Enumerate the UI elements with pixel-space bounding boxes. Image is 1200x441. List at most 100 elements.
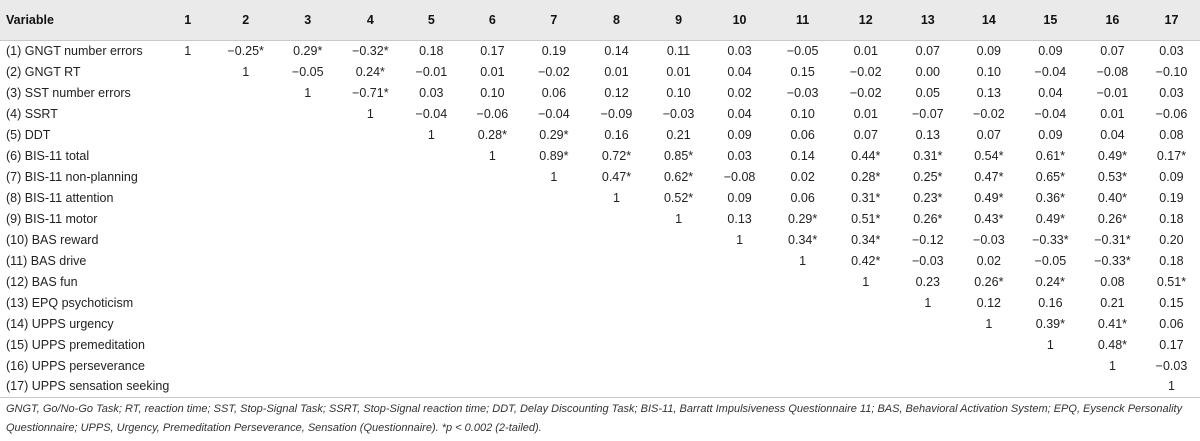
correlation-cell: 0.17 (480, 43, 505, 58)
correlation-cell: 1 (862, 274, 870, 289)
correlation-cell: −0.08 (1096, 64, 1129, 79)
header-col-3: 3 (276, 0, 340, 41)
correlation-cell (649, 292, 709, 313)
correlation-cell (461, 208, 523, 229)
table-row: (9) BIS-11 motor 1 0.13 0.29* 0.51* 0.26* 0.43… (0, 208, 1200, 229)
table-row: (15) UPPS premeditation 1 0.48* 0.17 (0, 334, 1200, 355)
correlation-cell: 0.02 (976, 253, 1001, 268)
correlation-cell (523, 250, 584, 271)
correlation-cell: 0.15 (1159, 295, 1184, 310)
correlation-cell (461, 355, 523, 376)
header-col-14: 14 (958, 0, 1019, 41)
correlation-cell (339, 292, 401, 313)
correlation-cell: 1 (736, 232, 744, 247)
correlation-cell: 0.20 (1159, 232, 1184, 247)
correlation-cell: 0.34* (788, 232, 818, 247)
correlation-cell: 0.24* (355, 64, 385, 79)
correlation-cell: −0.25* (227, 43, 264, 58)
correlation-cell (160, 82, 215, 103)
correlation-cell (215, 334, 276, 355)
correlation-cell: 0.01 (853, 43, 878, 58)
correlation-cell (215, 355, 276, 376)
correlation-cell: 0.06 (1159, 316, 1184, 331)
table-row: (7) BIS-11 non-planning 1 0.47* 0.62* −0.08 0… (0, 166, 1200, 187)
correlation-cell (709, 334, 771, 355)
row-variable-label: (17) UPPS sensation seeking (0, 376, 169, 398)
correlation-cell (770, 376, 835, 398)
correlation-cell (709, 313, 771, 334)
correlation-cell (276, 166, 339, 187)
correlation-cell: −0.32* (352, 43, 389, 58)
correlation-cell (401, 355, 461, 376)
correlation-cell: 0.54* (974, 148, 1004, 163)
correlation-cell: 0.51* (851, 211, 881, 226)
correlation-cell (339, 271, 401, 292)
correlation-cell: −0.71* (352, 85, 389, 100)
correlation-cell (461, 250, 523, 271)
correlation-cell: 0.21 (666, 127, 691, 142)
correlation-cell: 0.17 (1159, 337, 1184, 352)
correlation-cell (401, 250, 461, 271)
correlation-cell: 0.10 (666, 85, 691, 100)
correlation-cell: −0.08 (723, 169, 756, 184)
correlation-cell: 0.01 (604, 64, 629, 79)
correlation-cell (215, 187, 276, 208)
correlation-cell (461, 334, 523, 355)
correlation-cell (215, 271, 276, 292)
correlation-cell (523, 271, 584, 292)
correlation-cell: −0.33* (1032, 232, 1069, 247)
correlation-cell (649, 313, 709, 334)
correlation-cell: 0.03 (727, 43, 752, 58)
correlation-cell (160, 208, 215, 229)
row-variable-label: (9) BIS-11 motor (6, 211, 98, 226)
correlation-cell (160, 166, 215, 187)
header-col-1: 1 (160, 0, 216, 41)
correlation-cell: 0.34* (851, 232, 881, 247)
correlation-cell: 0.12 (976, 295, 1001, 310)
correlation-cell: 0.01 (853, 106, 878, 121)
correlation-cell: 0.05 (915, 85, 940, 100)
correlation-cell (958, 376, 1019, 398)
correlation-cell (584, 334, 648, 355)
correlation-cell: 0.21 (1100, 295, 1125, 310)
correlation-cell (160, 103, 215, 124)
correlation-cell (584, 292, 648, 313)
correlation-cell (276, 229, 339, 250)
correlation-cell: 0.01 (480, 64, 505, 79)
correlation-cell (339, 313, 401, 334)
correlation-cell (523, 334, 584, 355)
correlation-cell (897, 334, 959, 355)
correlation-cell: 1 (242, 64, 250, 79)
correlation-cell: 0.31* (851, 190, 881, 205)
correlation-cell: 0.09 (1159, 169, 1184, 184)
correlation-cell: 0.03 (1159, 85, 1184, 100)
row-variable-label: (4) SSRT (6, 106, 58, 121)
correlation-cell (771, 355, 835, 376)
row-variable-label: (11) BAS drive (6, 253, 87, 268)
correlation-cell: 0.19 (541, 43, 567, 58)
correlation-cell (897, 355, 959, 376)
correlation-cell (523, 313, 584, 334)
header-col-13: 13 (896, 0, 959, 41)
correlation-cell (160, 334, 215, 355)
correlation-cell: 0.09 (727, 190, 752, 205)
correlation-cell: 1 (675, 211, 683, 226)
correlation-cell: 0.48* (1097, 337, 1128, 352)
correlation-cell: 0.03 (419, 85, 444, 100)
row-variable-label: (16) UPPS perseverance (6, 358, 145, 373)
correlation-cell: 0.09 (976, 43, 1001, 58)
header-col-6: 6 (461, 0, 524, 41)
correlation-cell (160, 229, 215, 250)
correlation-cell: 0.29* (539, 127, 569, 142)
correlation-cell (160, 145, 215, 166)
correlation-cell: −0.06 (476, 106, 509, 121)
correlation-cell (339, 355, 401, 376)
correlation-cell (215, 166, 276, 187)
table-row: (4) SSRT 1 −0.04 −0.06 −0.04 −0.09 −0.03 0.04 0.… (0, 103, 1200, 124)
correlation-cell (649, 355, 709, 376)
correlation-cell (276, 292, 339, 313)
correlation-cell (339, 334, 401, 355)
correlation-cell: 1 (799, 253, 807, 268)
header-col-4: 4 (339, 0, 402, 41)
correlation-cell: 0.04 (1100, 127, 1125, 142)
